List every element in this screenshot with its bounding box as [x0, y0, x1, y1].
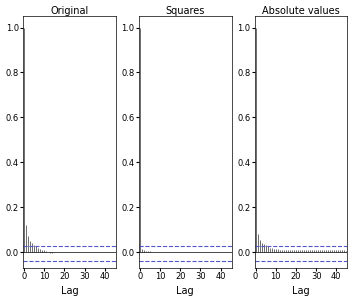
- Title: Absolute values: Absolute values: [262, 5, 340, 16]
- X-axis label: Lag: Lag: [176, 286, 194, 297]
- Title: Squares: Squares: [166, 5, 205, 16]
- X-axis label: Lag: Lag: [61, 286, 78, 297]
- X-axis label: Lag: Lag: [292, 286, 310, 297]
- Title: Original: Original: [50, 5, 89, 16]
